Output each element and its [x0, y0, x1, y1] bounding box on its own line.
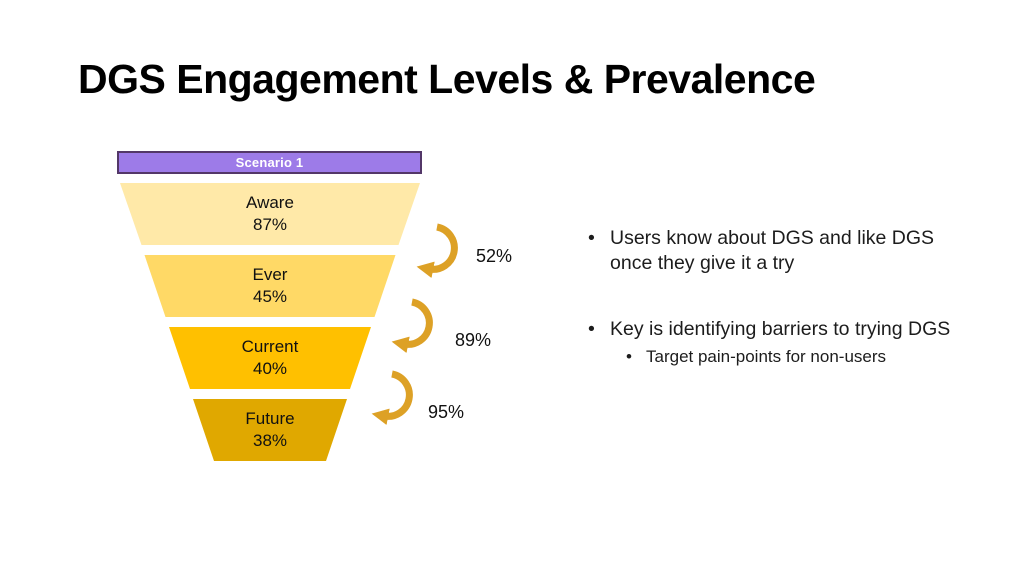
curved-arrow-icon — [371, 370, 413, 426]
funnel-stage-ever: Ever 45% — [144, 255, 396, 317]
curved-arrow-icon — [391, 298, 433, 354]
funnel-stage-aware: Aware 87% — [120, 183, 420, 245]
funnel-stage-future: Future 38% — [193, 399, 347, 461]
conversion-rate-label: 95% — [428, 402, 465, 422]
bullet-item: • Key is identifying barriers to trying … — [588, 317, 998, 342]
stage-label: Future — [245, 409, 295, 428]
slide-title: DGS Engagement Levels & Prevalence — [78, 56, 816, 102]
stage-label: Current — [241, 337, 299, 356]
stage-value: 38% — [252, 431, 288, 450]
bullet-marker: • — [588, 318, 595, 340]
scenario-label: Scenario 1 — [235, 155, 304, 170]
curved-arrow-icon — [416, 223, 458, 279]
scenario-header: Scenario 1 — [117, 151, 422, 174]
stage-value: 40% — [252, 359, 288, 378]
bullet-text: Key is identifying barriers to trying DG… — [610, 318, 951, 340]
stage-label: Ever — [252, 265, 288, 284]
stage-value: 87% — [252, 215, 288, 234]
bullet-text: Target pain-points for non-users — [646, 347, 887, 366]
bullet-text: Users know about DGS and like DGS once t… — [610, 227, 935, 274]
conversion-rate-label: 52% — [476, 246, 513, 266]
bullet-list: • Users know about DGS and like DGS once… — [588, 226, 998, 368]
bullet-item: • Users know about DGS and like DGS once… — [588, 226, 998, 276]
funnel-stage-current: Current 40% — [169, 327, 371, 389]
conversion-rate-label: 89% — [455, 330, 492, 350]
bullet-marker: • — [588, 227, 595, 249]
bullet-marker: • — [626, 347, 632, 366]
funnel-chart: Aware 87% Ever 45% Current 40% Future 38… — [120, 183, 420, 461]
stage-value: 45% — [252, 287, 288, 306]
sub-bullet-item: • Target pain-points for non-users — [626, 346, 998, 368]
stage-label: Aware — [246, 193, 294, 212]
